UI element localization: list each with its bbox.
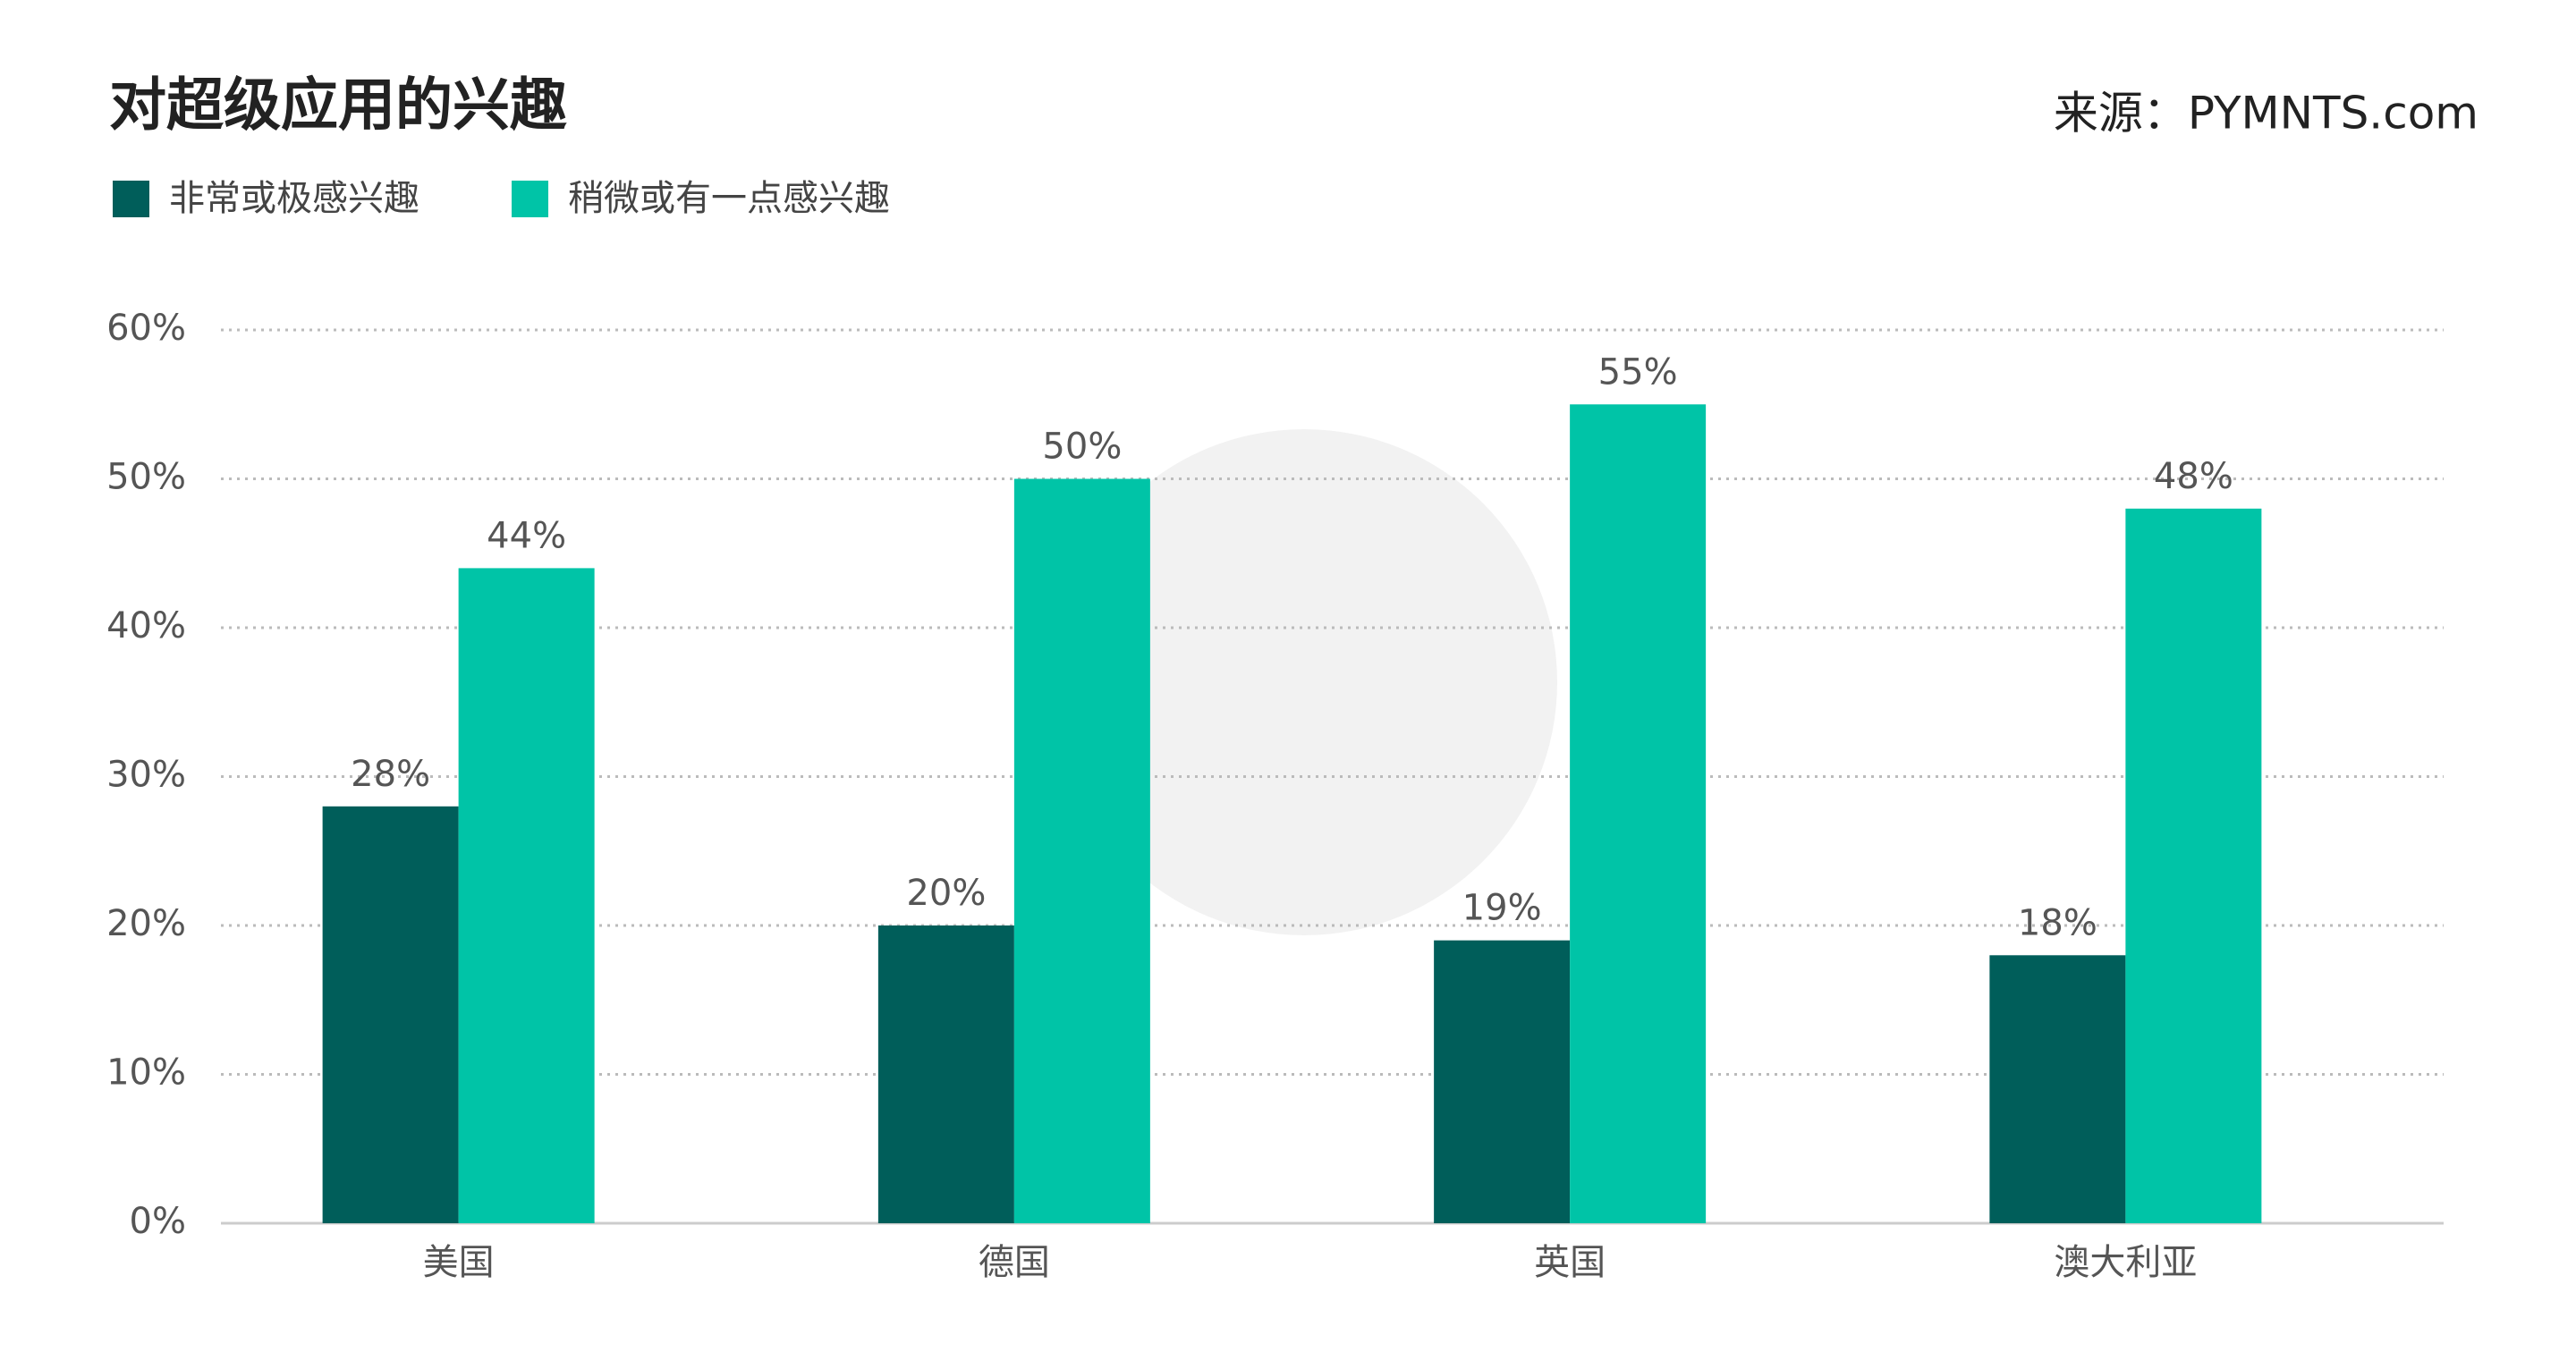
legend-swatch — [113, 181, 149, 217]
bar — [2125, 508, 2262, 1223]
source: 来源：PYMNTS.com — [2054, 88, 2479, 139]
y-tick-label: 40% — [106, 605, 186, 646]
x-tick-label: 美国 — [423, 1242, 495, 1283]
y-tick-label: 0% — [130, 1201, 186, 1242]
bar — [1570, 404, 1707, 1223]
legend-label: 稍微或有一点感兴趣 — [568, 178, 890, 219]
data-label: 28% — [351, 754, 430, 795]
x-tick-label: 澳大利亚 — [2054, 1242, 2197, 1283]
x-tick-label: 德国 — [979, 1242, 1050, 1283]
bar — [1434, 940, 1571, 1223]
legend-label: 非常或极感兴趣 — [169, 178, 419, 219]
y-tick-label: 60% — [106, 308, 186, 349]
legend-swatch — [512, 181, 548, 217]
y-tick-label: 50% — [106, 457, 186, 498]
bar — [1013, 478, 1150, 1223]
data-label: 50% — [1042, 427, 1122, 468]
y-tick-label: 10% — [106, 1052, 186, 1094]
data-label: 48% — [2154, 456, 2233, 497]
data-label: 20% — [906, 873, 986, 914]
bar — [458, 568, 595, 1223]
y-tick-label: 20% — [106, 903, 186, 944]
x-tick-label: 英国 — [1534, 1242, 1606, 1283]
data-label: 19% — [1462, 888, 1542, 929]
data-label: 55% — [1598, 351, 1678, 393]
bar — [1989, 955, 2126, 1223]
data-label: 18% — [2018, 902, 2097, 943]
watermark — [1051, 429, 1557, 935]
bar — [322, 806, 459, 1223]
y-tick-label: 30% — [106, 755, 186, 796]
data-label: 44% — [487, 515, 566, 556]
chart-title: 对超级应用的兴趣 — [109, 73, 567, 139]
bar — [877, 925, 1014, 1223]
